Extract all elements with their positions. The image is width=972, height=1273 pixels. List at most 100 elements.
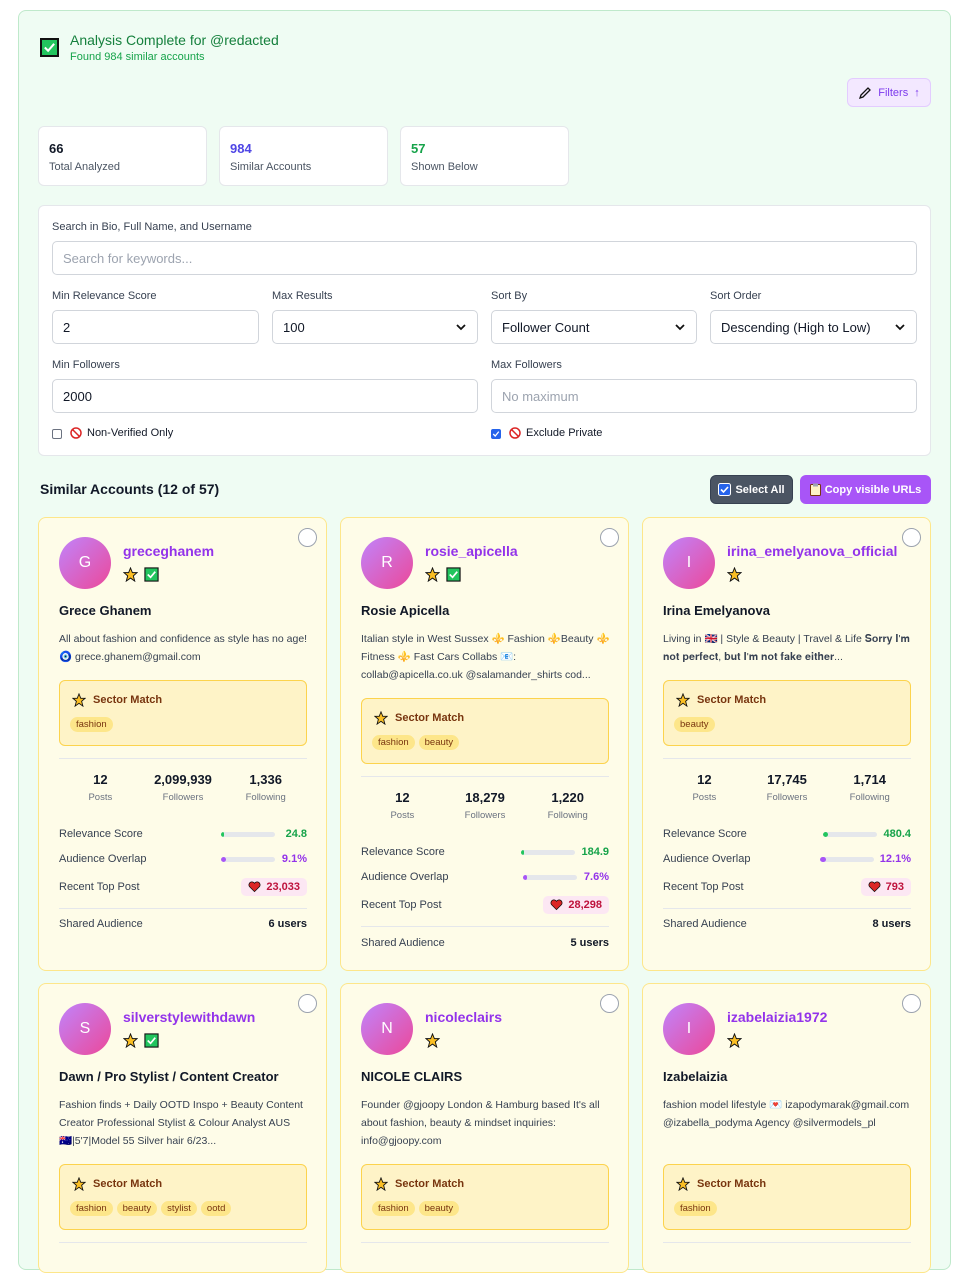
select-all-button[interactable]: Select All (710, 475, 793, 504)
account-card[interactable]: I izabelaizia1972 Izabelaizia fashion mo… (642, 983, 931, 1273)
top-post-link[interactable]: 23,033 (241, 878, 307, 896)
star-icon (425, 1033, 440, 1048)
keyword-search-input[interactable]: Search for keywords... (52, 241, 917, 275)
tag: beauty (116, 1201, 158, 1216)
shared-value: 8 users (872, 918, 911, 930)
verified-icon (144, 567, 159, 582)
top-post-row: Recent Top Post 23,033 (59, 878, 307, 896)
following-value: 1,714 (853, 772, 886, 787)
select-radio[interactable] (298, 528, 317, 547)
relevance-label: Relevance Score (361, 846, 445, 858)
relevance-label: Relevance Score (663, 828, 747, 840)
followers-label: Followers (464, 810, 506, 821)
verified-icon (446, 567, 461, 582)
star-icon (72, 693, 86, 707)
min-relevance-input[interactable]: 2 (52, 310, 259, 344)
similar-accounts-title: Similar Accounts (12 of 57) (40, 481, 220, 497)
overlap-value: 12.1% (879, 853, 911, 865)
username-link[interactable]: izabelaizia1972 (727, 1009, 828, 1025)
posts-label: Posts (88, 792, 113, 803)
select-radio[interactable] (902, 528, 921, 547)
badges (123, 1033, 159, 1048)
star-icon (123, 567, 138, 582)
star-icon (727, 567, 742, 582)
exclude-private-label: Exclude Private (526, 427, 603, 439)
copy-urls-button[interactable]: Copy visible URLs (800, 475, 931, 504)
max-results-value: 100 (283, 319, 305, 335)
top-post-link[interactable]: 28,298 (543, 896, 609, 914)
relevance-bar (823, 831, 828, 837)
relevance-value: 184.9 (581, 846, 609, 858)
metrics: 12 Posts 18,279 Followers 1,220 Following (361, 790, 609, 821)
overlap-row: Audience Overlap 9.1% (59, 853, 307, 865)
sort-by-select[interactable]: Follower Count (491, 310, 697, 344)
username-link[interactable]: nicoleclairs (425, 1009, 503, 1025)
select-radio[interactable] (600, 528, 619, 547)
no-entry-icon (70, 427, 82, 439)
max-followers-input[interactable]: No maximum (491, 379, 917, 413)
followers-label: Followers (766, 792, 808, 803)
sector-match-label: Sector Match (93, 694, 163, 706)
top-post-label: Recent Top Post (663, 881, 744, 893)
exclude-private-checkbox[interactable] (491, 429, 501, 439)
copy-urls-label: Copy visible URLs (824, 483, 922, 496)
full-name: Grece Ghanem (59, 603, 152, 618)
relevance-value: 24.8 (285, 828, 307, 840)
non-verified-checkbox[interactable] (52, 429, 62, 439)
checkbox-icon (718, 483, 732, 496)
sector-match-label: Sector Match (93, 1178, 163, 1190)
tag: beauty (418, 735, 460, 750)
divider (59, 908, 307, 909)
full-name: Rosie Apicella (361, 603, 450, 618)
star-icon (425, 567, 440, 582)
max-results-select[interactable]: 100 (272, 310, 478, 344)
relevance-row: Relevance Score 184.9 (361, 846, 609, 858)
stat-label: Shown Below (411, 161, 478, 173)
sort-order-select[interactable]: Descending (High to Low) (710, 310, 917, 344)
full-name: Izabelaizia (663, 1069, 728, 1084)
filters-button[interactable]: Filters ↑ (847, 78, 931, 107)
success-check-icon (40, 38, 59, 57)
stat-total-analyzed: 66 Total Analyzed (38, 126, 207, 186)
sector-match: Sector Match fashion (663, 1164, 911, 1230)
account-card[interactable]: I irina_emelyanova_official Irina Emelya… (642, 517, 931, 971)
divider (361, 926, 609, 927)
followers-value: 17,745 (767, 772, 807, 787)
sector-match-label: Sector Match (697, 1178, 767, 1190)
bio: Living in 🇬🇧 | Style & Beauty | Travel &… (663, 633, 910, 663)
followers-value: 18,279 (465, 790, 505, 805)
avatar: I (663, 537, 715, 589)
stat-shown-below: 57 Shown Below (400, 126, 569, 186)
tag: fashion (674, 1201, 717, 1216)
select-radio[interactable] (298, 994, 317, 1013)
stat-similar-accounts: 984 Similar Accounts (219, 126, 388, 186)
stat-value: 57 (411, 141, 426, 156)
username-link[interactable]: greceghanem (123, 543, 215, 559)
account-card[interactable]: N nicoleclairs NICOLE CLAIRS Founder @gj… (340, 983, 629, 1273)
no-entry-icon (509, 427, 521, 439)
username-link[interactable]: rosie_apicella (425, 543, 518, 559)
account-card[interactable]: R rosie_apicella Rosie Apicella Italian … (340, 517, 629, 971)
avatar: I (663, 1003, 715, 1055)
full-name: Irina Emelyanova (663, 603, 770, 618)
avatar: N (361, 1003, 413, 1055)
sort-order-label: Sort Order (710, 290, 762, 302)
username-link[interactable]: irina_emelyanova_official (727, 543, 898, 559)
min-followers-input[interactable]: 2000 (52, 379, 478, 413)
account-card[interactable]: S silverstylewithdawn Dawn / Pro Stylist… (38, 983, 327, 1273)
top-post-link[interactable]: 793 (860, 878, 911, 896)
select-radio[interactable] (902, 994, 921, 1013)
star-icon (374, 711, 388, 725)
top-post-label: Recent Top Post (361, 899, 442, 911)
overlap-value: 7.6% (583, 871, 609, 883)
tag: beauty (418, 1201, 460, 1216)
star-icon (72, 1177, 86, 1191)
select-radio[interactable] (600, 994, 619, 1013)
chevron-down-icon (456, 324, 466, 331)
select-all-label: Select All (735, 483, 785, 496)
badges (425, 1033, 440, 1048)
account-card[interactable]: G greceghanem Grece Ghanem All about fas… (38, 517, 327, 971)
sort-order-value: Descending (High to Low) (721, 319, 871, 335)
username-link[interactable]: silverstylewithdawn (123, 1009, 256, 1025)
divider (663, 758, 911, 759)
